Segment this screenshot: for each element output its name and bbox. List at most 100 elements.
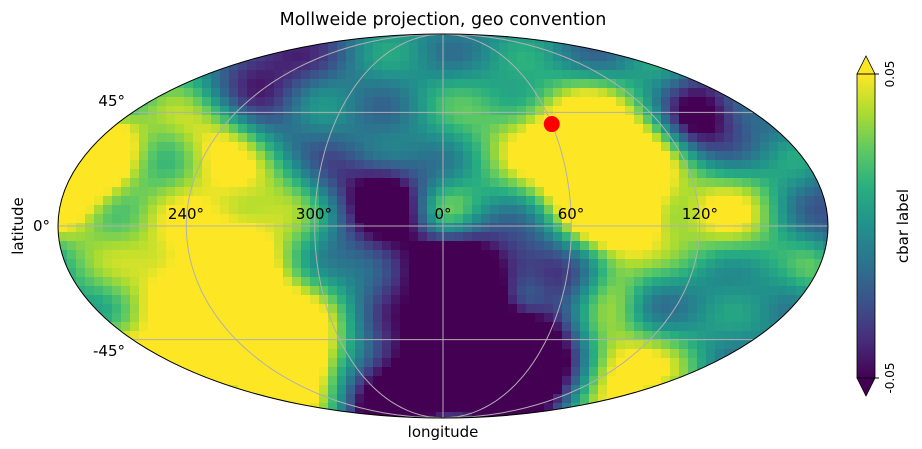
field-cell [544, 160, 554, 170]
field-cell [382, 250, 392, 260]
field-cell [472, 412, 482, 418]
field-cell [463, 70, 473, 80]
field-cell [265, 277, 275, 287]
field-cell [436, 268, 446, 278]
field-cell [166, 358, 176, 368]
field-cell [706, 124, 716, 134]
field-cell [787, 286, 797, 296]
field-cell [274, 286, 284, 296]
field-cell [463, 349, 473, 359]
field-cell [616, 295, 626, 305]
field-cell [409, 61, 419, 71]
field-cell [454, 52, 464, 62]
field-cell [319, 97, 329, 107]
field-cell [346, 70, 356, 80]
field-cell [283, 88, 293, 98]
field-cell [238, 376, 248, 386]
field-cell [373, 97, 383, 107]
field-cell [760, 214, 770, 224]
field-cell [229, 241, 239, 251]
field-cell [526, 52, 536, 62]
field-cell [472, 304, 482, 314]
field-cell [589, 160, 599, 170]
field-cell [598, 376, 608, 386]
field-cell [229, 88, 239, 98]
field-cell [112, 160, 122, 170]
field-cell [301, 277, 311, 287]
field-cell [346, 196, 356, 206]
field-cell [715, 250, 725, 260]
field-cell [706, 151, 716, 161]
field-cell [301, 394, 311, 404]
field-cell [526, 214, 536, 224]
field-cell [265, 358, 275, 368]
field-cell [733, 205, 743, 215]
field-cell [580, 70, 590, 80]
field-cell [769, 241, 779, 251]
field-cell [733, 160, 743, 170]
field-cell [517, 223, 527, 233]
field-cell [517, 394, 527, 404]
field-cell [553, 133, 563, 143]
field-cell [58, 196, 68, 206]
field-cell [697, 268, 707, 278]
field-cell [202, 187, 212, 197]
field-cell [382, 61, 392, 71]
field-cell [400, 340, 410, 350]
field-cell [247, 340, 257, 350]
field-cell [328, 277, 338, 287]
field-cell [625, 304, 635, 314]
field-cell [310, 142, 320, 152]
field-cell [112, 178, 122, 188]
field-cell [139, 250, 149, 260]
field-cell [535, 115, 545, 125]
field-cell [400, 403, 410, 413]
field-cell [562, 385, 572, 395]
field-cell [706, 259, 716, 269]
field-cell [139, 349, 149, 359]
field-cell [175, 187, 185, 197]
field-cell [589, 214, 599, 224]
field-cell [319, 295, 329, 305]
field-cell [409, 358, 419, 368]
field-cell [490, 88, 500, 98]
field-cell [580, 115, 590, 125]
field-cell [238, 223, 248, 233]
field-cell [607, 268, 617, 278]
field-cell [715, 295, 725, 305]
field-cell [490, 376, 500, 386]
field-cell [760, 295, 770, 305]
field-cell [490, 295, 500, 305]
field-cell [391, 196, 401, 206]
field-cell [400, 304, 410, 314]
field-cell [544, 169, 554, 179]
field-cell [562, 304, 572, 314]
field-cell [652, 331, 662, 341]
field-cell [625, 322, 635, 332]
field-cell [238, 214, 248, 224]
field-cell [391, 385, 401, 395]
field-cell [688, 106, 698, 116]
field-cell [112, 169, 122, 179]
field-cell [283, 133, 293, 143]
field-cell [211, 151, 221, 161]
field-cell [526, 358, 536, 368]
field-cell [589, 196, 599, 206]
field-cell [175, 142, 185, 152]
field-cell [445, 259, 455, 269]
field-cell [121, 304, 131, 314]
field-cell [139, 223, 149, 233]
field-cell [85, 295, 95, 305]
field-cell [742, 286, 752, 296]
field-cell [427, 250, 437, 260]
field-cell [526, 277, 536, 287]
field-cell [301, 241, 311, 251]
field-cell [454, 376, 464, 386]
field-cell [418, 205, 428, 215]
field-cell [310, 52, 320, 62]
field-cell [706, 349, 716, 359]
field-cell [517, 367, 527, 377]
field-cell [670, 88, 680, 98]
field-cell [472, 385, 482, 395]
field-cell [274, 394, 284, 404]
